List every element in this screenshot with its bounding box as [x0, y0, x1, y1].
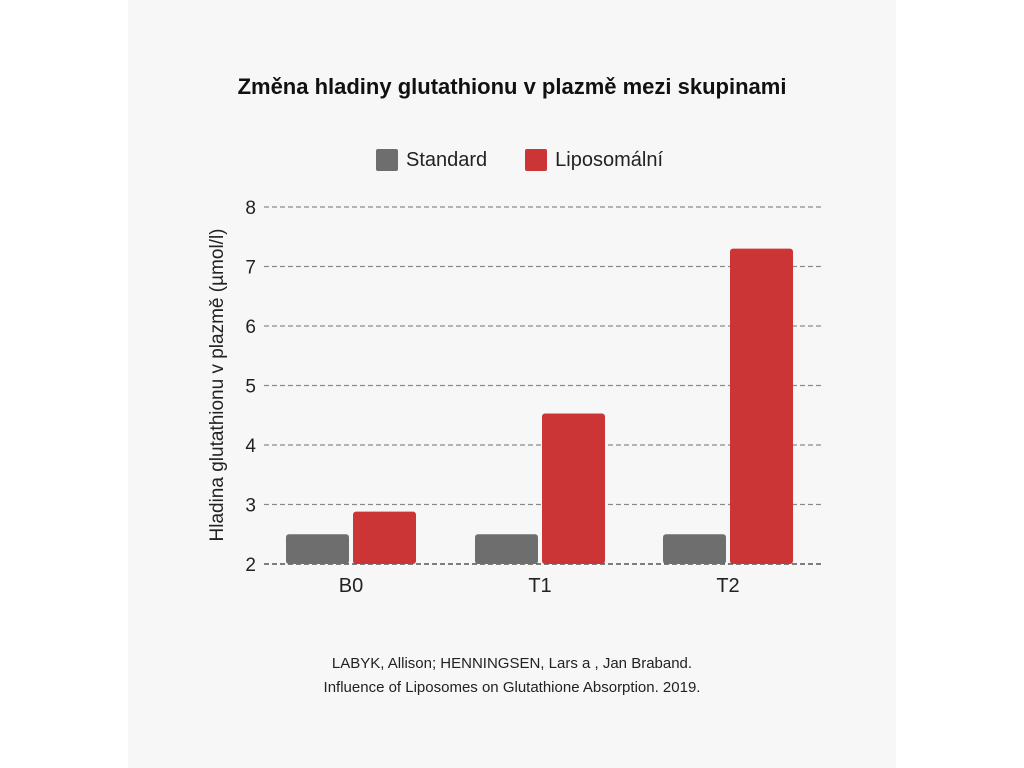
bar-liposomal [542, 413, 605, 564]
bar-standard [475, 534, 538, 564]
chart-legend: Standard Liposomální [376, 146, 701, 174]
legend-item-liposomal: Liposomální [525, 149, 663, 172]
legend-swatch-standard [376, 149, 398, 171]
chart-title: Změna hladiny glutathionu v plazmě mezi … [237, 74, 787, 99]
x-tick-label: B0 [339, 575, 363, 597]
citation-line-1: LABYK, Allison; HENNINGSEN, Lars a , Jan… [331, 655, 693, 672]
y-tick-label: 8 [245, 198, 256, 219]
legend-item-standard: Standard [376, 149, 487, 172]
bar-standard [663, 534, 726, 564]
y-tick-label: 5 [245, 377, 256, 398]
legend-swatch-liposomal [525, 149, 548, 171]
citation: LABYK, Allison; HENNINGSEN, Lars a , Jan… [0, 652, 1024, 700]
x-tick-label: T2 [716, 575, 739, 597]
legend-label-standard: Standard [406, 148, 488, 171]
y-tick-label: 3 [245, 496, 256, 517]
bar-liposomal [730, 248, 793, 564]
bar-standard [286, 534, 349, 564]
y-tick-label: 4 [245, 436, 256, 457]
citation-line-2: Influence of Liposomes on Glutathione Ab… [323, 679, 701, 696]
y-tick-label: 2 [245, 555, 256, 576]
x-tick-label: T1 [528, 575, 551, 597]
legend-label-liposomal: Liposomální [555, 148, 664, 171]
bar-liposomal [353, 511, 416, 564]
y-tick-label: 6 [245, 317, 256, 338]
y-tick-label: 7 [245, 258, 256, 279]
